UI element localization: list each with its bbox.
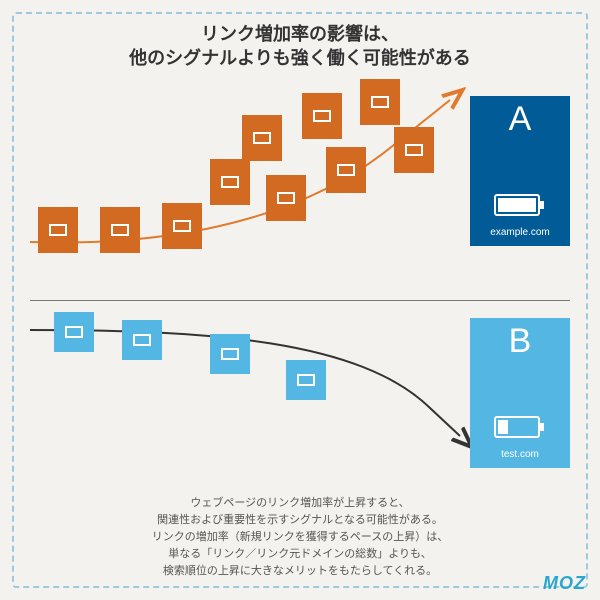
battery-low-icon: [494, 416, 546, 443]
link-node: [162, 203, 202, 249]
link-node: [38, 207, 78, 253]
panel-a-letter: A: [509, 100, 532, 139]
panel-a: A example.com: [470, 96, 570, 246]
link-node: [326, 147, 366, 193]
link-node: [100, 207, 140, 253]
moz-logo: MOZ: [543, 573, 586, 594]
diagram-canvas: A example.com B test.com: [30, 78, 570, 488]
link-node: [394, 127, 434, 173]
link-node: [286, 360, 326, 400]
title-line1: リンク増加率の影響は、: [0, 22, 600, 46]
link-node: [54, 312, 94, 352]
caption-text: ウェブページのリンク増加率が上昇すると、関連性および重要性を示すシグナルとなる可…: [0, 495, 600, 580]
link-node: [360, 79, 400, 125]
panel-b: B test.com: [470, 318, 570, 468]
page-title: リンク増加率の影響は、 他のシグナルよりも強く働く可能性がある: [0, 22, 600, 71]
link-node: [122, 320, 162, 360]
panel-b-domain: test.com: [501, 449, 539, 460]
link-node: [210, 159, 250, 205]
caption-line: 検索順位の上昇に大きなメリットをもたらしてくれる。: [0, 563, 600, 580]
panel-a-domain: example.com: [490, 227, 549, 238]
caption-line: 関連性および重要性を示すシグナルとなる可能性がある。: [0, 512, 600, 529]
caption-line: リンクの増加率（新規リンクを獲得するペースの上昇）は、: [0, 529, 600, 546]
link-node: [302, 93, 342, 139]
link-node: [242, 115, 282, 161]
link-node: [210, 334, 250, 374]
title-line2: 他のシグナルよりも強く働く可能性がある: [0, 46, 600, 70]
panel-b-letter: B: [509, 322, 532, 361]
caption-line: 単なる「リンク／リンク元ドメインの総数」よりも、: [0, 546, 600, 563]
link-node: [266, 175, 306, 221]
battery-full-icon: [494, 194, 546, 221]
caption-line: ウェブページのリンク増加率が上昇すると、: [0, 495, 600, 512]
section-divider: [30, 300, 570, 301]
